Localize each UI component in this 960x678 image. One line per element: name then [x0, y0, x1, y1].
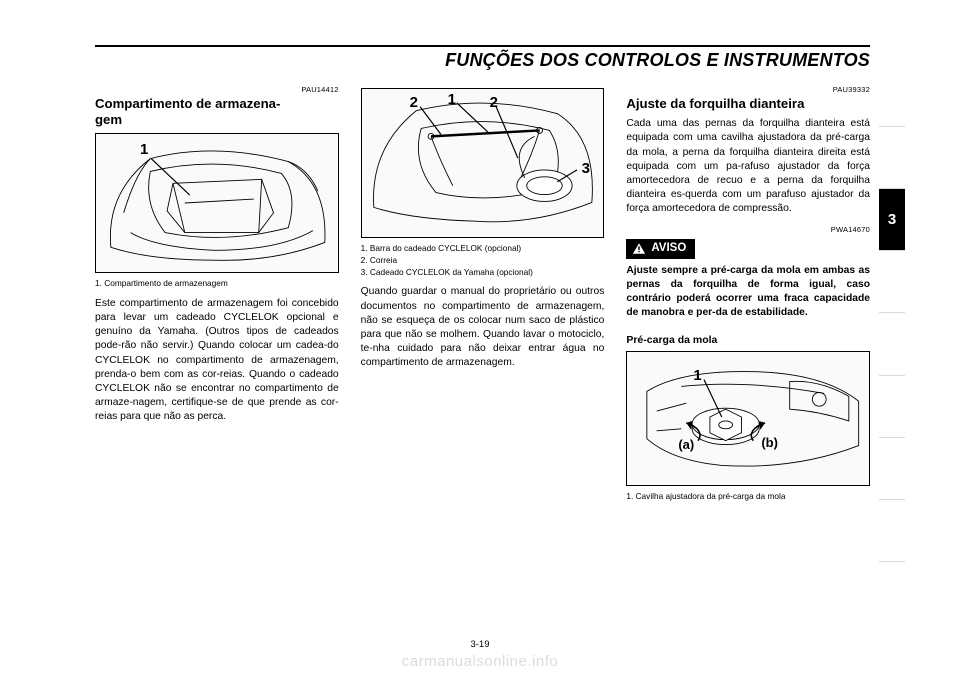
callout-1: 1 [693, 366, 701, 387]
warning-icon [632, 242, 646, 255]
columns: PAU14412 Compartimento de armazena-gem [95, 85, 870, 510]
tab-5 [879, 313, 905, 375]
tab-6 [879, 376, 905, 438]
figure-caption: 1. Compartimento de armazenagem [95, 278, 339, 289]
label-b: (b) [761, 434, 778, 452]
tab-4 [879, 251, 905, 313]
callout-2b: 2 [490, 93, 498, 114]
ref-code: PAU14412 [95, 85, 339, 95]
top-rule [95, 45, 870, 47]
callout-1: 1 [140, 140, 148, 161]
warning-text: Ajuste sempre a pré-carga da mola em amb… [626, 264, 870, 321]
preload-illustration [627, 352, 869, 485]
warning-box: AVISO [626, 239, 695, 259]
callout-1: 1 [448, 90, 456, 111]
callout-2a: 2 [410, 93, 418, 114]
body-text: Quando guardar o manual do proprietário … [361, 285, 605, 370]
cyclelok-illustration [362, 89, 604, 237]
tab-2 [879, 127, 905, 189]
figure-cyclelok: 2 1 2 3 [361, 88, 605, 238]
tab-9 [879, 562, 905, 623]
figure-caption: 1. Barra do cadeado CYCLELOK (opcional) … [361, 243, 605, 277]
figure-caption: 1. Cavilha ajustadora da pré-carga da mo… [626, 491, 870, 502]
page-number: 3-19 [0, 639, 960, 650]
chapter-tabs: 3 [879, 65, 905, 623]
body-text: Este compartimento de armazenagem foi co… [95, 297, 339, 425]
callout-3: 3 [582, 159, 590, 180]
column-2: 2 1 2 3 1. Barra do cadeado CYCLELOK (op… [361, 85, 605, 510]
label-a: (a) [678, 436, 694, 454]
warning-label: AVISO [651, 241, 686, 257]
tab-8 [879, 500, 905, 562]
heading-fork: Ajuste da forquilha dianteira [626, 96, 870, 112]
tab-1 [879, 65, 905, 127]
tab-3-active: 3 [879, 189, 905, 251]
manual-page: FUNÇÕES DOS CONTROLOS E INSTRUMENTOS PAU… [0, 0, 960, 678]
figure-storage: 1 [95, 133, 339, 273]
tab-7 [879, 438, 905, 500]
subheading-preload: Pré-carga da mola [626, 333, 870, 347]
watermark: carmanualsonline.info [0, 653, 960, 670]
intro-text: Cada uma das pernas da forquilha diantei… [626, 117, 870, 216]
column-3: PAU39332 Ajuste da forquilha dianteira C… [626, 85, 870, 510]
column-1: PAU14412 Compartimento de armazena-gem [95, 85, 339, 510]
section-title: FUNÇÕES DOS CONTROLOS E INSTRUMENTOS [95, 50, 870, 71]
figure-preload: 1 (a) (b) [626, 351, 870, 486]
heading-storage: Compartimento de armazena-gem [95, 96, 339, 128]
ref-code: PAU39332 [626, 85, 870, 95]
warn-code: PWA14670 [626, 225, 870, 235]
storage-illustration [96, 134, 338, 272]
